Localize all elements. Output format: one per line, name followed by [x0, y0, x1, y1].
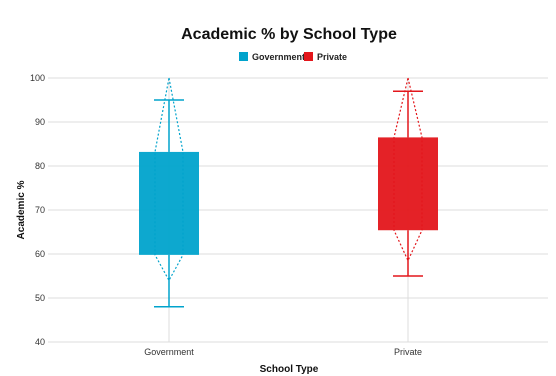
box-private — [378, 77, 438, 277]
legend-label-government: Government — [252, 52, 305, 62]
legend-label-private: Private — [317, 52, 347, 62]
y-axis-ticks: 40 50 60 70 80 90 100 — [30, 73, 45, 347]
y-axis-label: Academic % — [16, 180, 27, 239]
plot-area — [139, 77, 438, 308]
x-axis-ticks: Government Private — [144, 347, 422, 357]
grid — [48, 77, 548, 343]
y-tick-label-50: 50 — [35, 293, 45, 303]
notch-private — [393, 77, 423, 263]
x-axis-label: School Type — [260, 364, 319, 375]
legend-swatch-government — [239, 52, 248, 61]
y-tick-label-40: 40 — [35, 337, 45, 347]
legend: Government Private — [239, 52, 347, 62]
y-tick-label-90: 90 — [35, 117, 45, 127]
x-tick-label-government: Government — [144, 347, 194, 357]
legend-swatch-private — [304, 52, 313, 61]
x-tick-label-private: Private — [394, 347, 422, 357]
y-tick-label-100: 100 — [30, 73, 45, 83]
box-body-government — [139, 151, 199, 255]
y-tick-label-70: 70 — [35, 205, 45, 215]
y-tick-label-60: 60 — [35, 249, 45, 259]
chart-title: Academic % by School Type — [181, 26, 397, 43]
box-government — [139, 77, 199, 308]
y-tick-label-80: 80 — [35, 161, 45, 171]
box-body-private — [378, 137, 438, 231]
